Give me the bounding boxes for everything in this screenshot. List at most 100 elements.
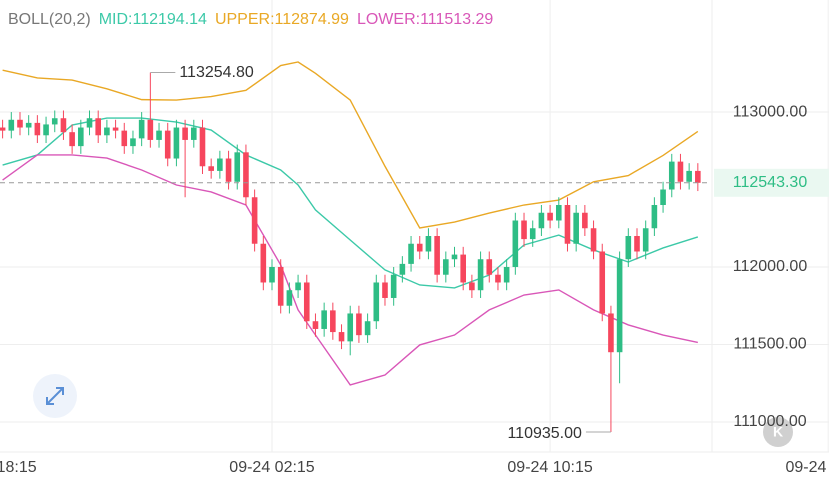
candle-body (686, 170, 692, 182)
candle-body (173, 127, 180, 159)
max-label: 113254.80 (179, 64, 254, 81)
candle-body (147, 119, 154, 140)
candle-body (512, 220, 519, 267)
candle-body (443, 259, 449, 275)
candle-body (225, 158, 232, 182)
candle-body (121, 130, 128, 147)
candle-body (521, 220, 527, 240)
candle-body (382, 282, 388, 298)
candle-body (251, 197, 258, 244)
svg-text:K: K (773, 424, 783, 440)
last-price-label: 112543.30 (733, 174, 808, 191)
x-tick-label: 09-24 10:15 (507, 459, 593, 476)
candle-body (0, 127, 6, 131)
candle-body (477, 259, 484, 291)
candle-body (373, 282, 380, 322)
candle-body (625, 235, 632, 260)
candle-body (25, 122, 32, 128)
candle-body (321, 310, 327, 329)
candle-body (538, 212, 545, 229)
candle-body (555, 205, 562, 221)
candle-body (138, 119, 145, 139)
last-price-box (714, 168, 829, 197)
candle-body (51, 118, 58, 125)
candle-body (547, 212, 553, 221)
candle-body (460, 254, 466, 283)
candle-body (303, 282, 310, 322)
candle-body (78, 127, 84, 147)
candle-body (695, 170, 701, 183)
y-tick-label: 111500.00 (733, 336, 806, 353)
band-line (2, 154, 698, 386)
legend-entry: UPPER:112874.99 (215, 11, 349, 28)
y-tick-label: 111000.00 (733, 413, 806, 430)
candle-body (416, 243, 423, 252)
candle-body (199, 127, 206, 167)
candle-body (347, 313, 354, 342)
candle-body (616, 259, 623, 353)
candle-body (69, 132, 75, 147)
candle-body (356, 313, 362, 336)
candle-body (312, 321, 319, 329)
candle-body (599, 251, 606, 314)
legend-entry: LOWER:111513.29 (357, 11, 493, 28)
candle-body (503, 266, 510, 283)
candle-body (86, 118, 93, 128)
candle-body (608, 313, 614, 353)
legend-entry: MID:112194.14 (99, 11, 207, 28)
candle-body (104, 127, 110, 136)
candle-body (469, 282, 475, 291)
candle-body (573, 212, 579, 244)
candle-body (60, 118, 67, 133)
candle-body (338, 332, 345, 342)
k-button[interactable]: K (763, 417, 793, 447)
indicator-name: BOLL(20,2) (8, 11, 91, 28)
x-tick-label: 09-23 18:15 (0, 459, 37, 476)
candle-body (269, 266, 275, 283)
candle-body (660, 189, 666, 206)
candle-body (390, 274, 397, 298)
candle-body (156, 130, 162, 140)
candle-body (295, 282, 301, 291)
candle-body (529, 228, 536, 240)
candle-body (642, 228, 649, 252)
candle-body (486, 259, 493, 275)
candle-body (43, 124, 49, 136)
candle-body (112, 127, 119, 131)
candle-body (208, 166, 214, 171)
candle-body (164, 130, 171, 159)
x-tick-label: 09-24 18:15 (785, 459, 829, 476)
y-tick-label: 112000.00 (733, 258, 808, 275)
candle-body (130, 138, 136, 147)
candle-body (277, 266, 284, 306)
candle-body (399, 263, 406, 275)
candle-body (364, 321, 371, 336)
min-label: 110935.00 (507, 425, 582, 442)
candle-body (95, 118, 102, 136)
candle-body (668, 161, 675, 190)
candle-body (217, 158, 223, 171)
candle-body (286, 290, 293, 306)
candle-body (434, 235, 440, 275)
candle-body (425, 235, 432, 252)
candle-body (8, 119, 15, 131)
candle-body (243, 152, 249, 198)
candle-body (590, 228, 597, 252)
candle-body (182, 127, 188, 140)
x-tick-label: 09-24 02:15 (229, 459, 315, 476)
candle-body (190, 127, 197, 140)
candle-body (634, 235, 640, 252)
candle-body (34, 122, 41, 136)
candle-body (677, 161, 684, 182)
candle-body (582, 212, 588, 229)
expand-button[interactable] (33, 374, 77, 418)
candle-body (408, 243, 414, 264)
candle-body (234, 152, 241, 182)
candle-body (651, 205, 658, 229)
candle-body (451, 254, 458, 260)
candle-body (330, 310, 336, 333)
candle-body (260, 243, 267, 283)
candle-body (564, 205, 571, 244)
